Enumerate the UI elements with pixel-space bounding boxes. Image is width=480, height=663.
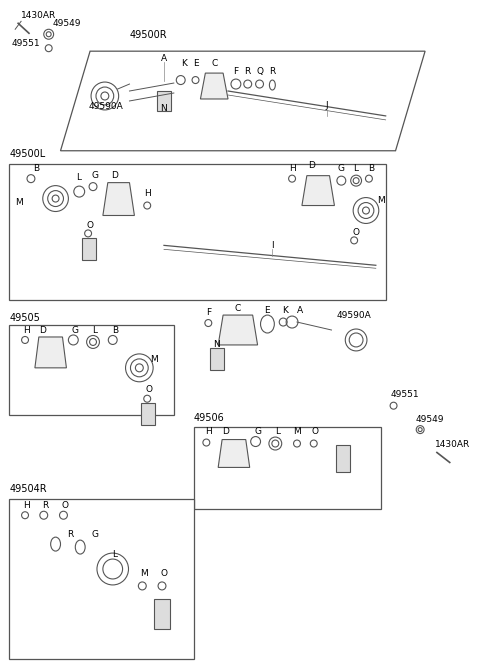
Text: M: M [150, 355, 158, 365]
Text: H: H [205, 427, 212, 436]
Text: G: G [92, 530, 98, 538]
Text: H: H [288, 164, 296, 173]
Text: O: O [160, 570, 168, 579]
Text: O: O [86, 221, 94, 230]
Bar [82, 239, 96, 261]
Text: O: O [311, 427, 318, 436]
Text: N: N [213, 340, 219, 349]
Text: K: K [181, 58, 187, 68]
Text: E: E [264, 306, 270, 314]
Text: D: D [39, 326, 46, 335]
Text: N: N [161, 105, 168, 113]
Text: O: O [353, 228, 360, 237]
Bar [141, 402, 155, 424]
Text: 49551: 49551 [391, 391, 419, 399]
Text: C: C [235, 304, 241, 312]
Polygon shape [193, 426, 381, 509]
Text: K: K [282, 306, 288, 314]
Text: 49500L: 49500L [9, 149, 46, 158]
Text: B: B [112, 326, 118, 335]
Text: R: R [269, 66, 276, 76]
Polygon shape [218, 315, 258, 345]
Text: 49590A: 49590A [88, 103, 123, 111]
Text: L: L [76, 173, 81, 182]
Text: J: J [325, 101, 328, 111]
Text: F: F [233, 66, 239, 76]
Polygon shape [201, 73, 228, 99]
Polygon shape [9, 164, 385, 300]
Bar [154, 599, 170, 629]
Text: 49549: 49549 [415, 415, 444, 424]
Text: D: D [308, 161, 315, 170]
Text: 49506: 49506 [193, 412, 224, 422]
Text: E: E [192, 58, 198, 68]
Text: D: D [111, 171, 118, 180]
Text: 49549: 49549 [53, 19, 81, 28]
Text: 49504R: 49504R [9, 485, 47, 495]
Text: G: G [254, 427, 261, 436]
Text: L: L [93, 326, 97, 335]
Text: R: R [67, 530, 73, 538]
Text: R: R [43, 501, 49, 510]
Text: 49500R: 49500R [130, 30, 167, 40]
Text: C: C [211, 58, 217, 68]
Text: 49505: 49505 [9, 313, 40, 323]
Text: M: M [377, 196, 384, 205]
Text: H: H [23, 501, 29, 510]
Text: I: I [271, 241, 274, 250]
Text: G: G [92, 171, 98, 180]
Text: B: B [368, 164, 374, 173]
Polygon shape [60, 51, 425, 151]
Polygon shape [9, 499, 193, 658]
Text: H: H [23, 326, 29, 335]
Text: O: O [146, 385, 153, 394]
Text: F: F [206, 308, 211, 316]
Text: A: A [161, 54, 167, 62]
Text: O: O [62, 501, 69, 510]
Polygon shape [103, 182, 134, 215]
Text: 49551: 49551 [11, 38, 40, 48]
Text: M: M [15, 198, 23, 207]
Text: M: M [293, 427, 301, 436]
Text: L: L [275, 427, 280, 436]
Text: Q: Q [256, 66, 263, 76]
Text: A: A [297, 306, 303, 314]
Bar [336, 444, 350, 473]
Bar [157, 91, 171, 111]
Text: G: G [338, 164, 345, 173]
Text: 1430AR: 1430AR [435, 440, 470, 449]
Text: G: G [72, 326, 79, 335]
Text: R: R [245, 66, 251, 76]
Text: B: B [33, 164, 39, 173]
Bar [210, 348, 224, 370]
Polygon shape [9, 325, 174, 414]
Polygon shape [218, 440, 250, 467]
Polygon shape [35, 337, 66, 368]
Text: H: H [144, 189, 151, 198]
Polygon shape [302, 176, 335, 206]
Text: 49590A: 49590A [336, 310, 371, 320]
Text: 1430AR: 1430AR [21, 11, 56, 20]
Text: M: M [140, 570, 148, 579]
Text: L: L [354, 164, 359, 173]
Text: L: L [112, 550, 117, 558]
Text: D: D [223, 427, 229, 436]
